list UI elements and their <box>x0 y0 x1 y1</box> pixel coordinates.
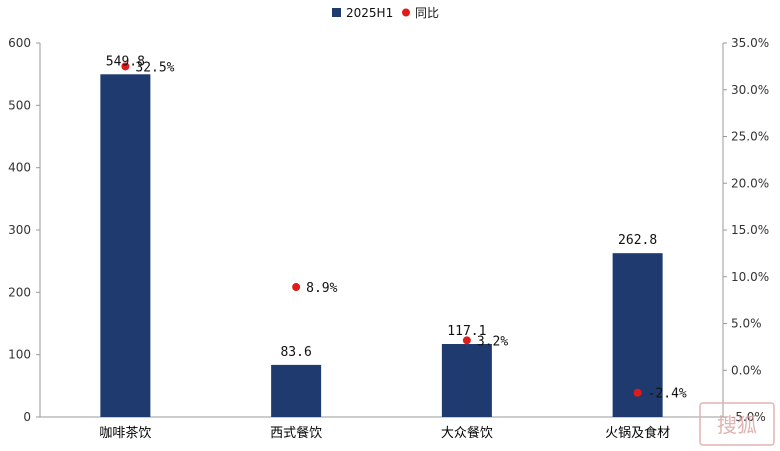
yoy-data-label: 3.2% <box>477 334 508 349</box>
y-left-tick-label: 300 <box>8 223 31 237</box>
bar-data-label: 83.6 <box>280 345 311 360</box>
legend-dot-label: 同比 <box>415 6 439 20</box>
bar <box>271 364 322 417</box>
yoy-dot <box>633 388 642 397</box>
bar-data-label: 262.8 <box>618 233 657 248</box>
y-left-tick-label: 600 <box>8 36 31 50</box>
yoy-data-label: -2.4% <box>648 387 687 402</box>
y-right-tick-label: 10.0% <box>731 270 769 284</box>
y-right-tick-label: 30.0% <box>731 83 769 97</box>
x-category-label: 咖啡茶饮 <box>99 425 151 441</box>
legend-bar-swatch <box>332 8 341 17</box>
y-left-tick-label: 400 <box>8 161 31 175</box>
y-right-tick-label: 5.0% <box>731 317 762 331</box>
watermark-logo: 搜狐 <box>717 413 757 437</box>
y-right-tick-label: 20.0% <box>731 176 769 190</box>
x-category-label: 大众餐饮 <box>441 425 493 441</box>
bar <box>441 344 492 417</box>
x-category-label: 西式餐饮 <box>270 425 322 441</box>
yoy-dot <box>292 283 301 292</box>
y-right-tick-label: 35.0% <box>731 36 769 50</box>
y-left-tick-label: 0 <box>23 410 31 424</box>
y-left-tick-label: 100 <box>8 348 31 362</box>
legend-bar-label: 2025H1 <box>346 6 393 20</box>
y-right-tick-label: 25.0% <box>731 130 769 144</box>
y-right-tick-label: 0.0% <box>731 363 762 377</box>
yoy-data-label: 32.5% <box>135 60 174 75</box>
yoy-data-label: 8.9% <box>306 281 337 296</box>
yoy-dot <box>121 62 130 71</box>
yoy-dot <box>462 336 471 345</box>
watermark-frame <box>699 402 775 446</box>
y-right-tick-label: -5.0% <box>731 410 766 424</box>
legend-dot-swatch <box>402 8 410 17</box>
y-left-tick-label: 200 <box>8 285 31 299</box>
y-right-tick-label: 15.0% <box>731 223 769 237</box>
y-left-tick-label: 500 <box>8 98 31 112</box>
x-category-label: 火锅及食材 <box>605 425 670 441</box>
bar-data-label: 117.1 <box>447 324 486 339</box>
bar-data-label: 549.8 <box>106 54 145 69</box>
bar <box>100 74 151 418</box>
